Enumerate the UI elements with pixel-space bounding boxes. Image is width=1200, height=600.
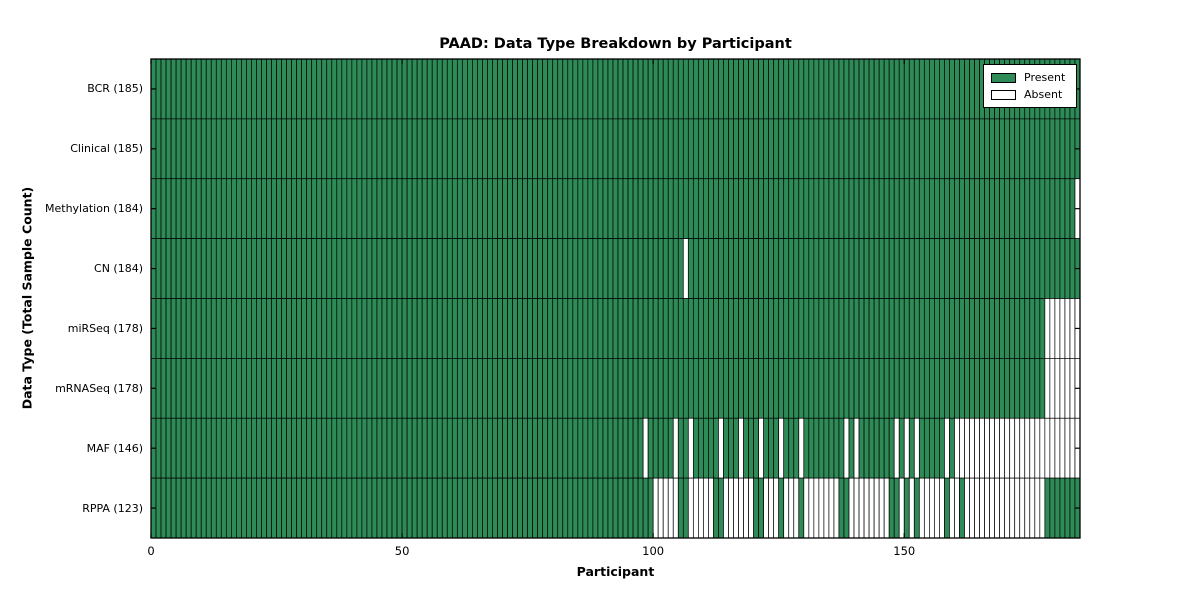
y-tick-label: mRNASeq (178)	[55, 381, 143, 395]
y-tick-label: miRSeq (178)	[67, 321, 143, 335]
y-axis-label: Data Type (Total Sample Count)	[19, 186, 35, 410]
x-tick-label: 150	[893, 544, 916, 558]
legend: Present Absent	[983, 64, 1077, 108]
x-tick-label: 100	[642, 544, 665, 558]
y-tick-label: BCR (185)	[87, 82, 143, 96]
legend-entry-absent: Absent	[991, 87, 1069, 101]
chart-title: PAAD: Data Type Breakdown by Participant	[439, 36, 792, 52]
legend-label-absent: Absent	[1024, 87, 1063, 101]
y-tick-label: RPPA (123)	[82, 501, 143, 515]
legend-entry-present: Present	[991, 70, 1069, 84]
x-tick-label: 0	[147, 544, 155, 558]
legend-swatch-present-icon	[991, 72, 1016, 83]
x-tick-label: 50	[394, 544, 410, 558]
y-tick-label: MAF (146)	[86, 441, 143, 455]
y-tick-label: CN (184)	[94, 262, 143, 276]
legend-label-present: Present	[1024, 70, 1066, 84]
x-axis-label: Participant	[576, 564, 655, 579]
y-tick-label: Clinical (185)	[70, 142, 143, 156]
legend-swatch-absent-icon	[991, 89, 1016, 100]
y-tick-label: Methylation (184)	[45, 202, 143, 216]
